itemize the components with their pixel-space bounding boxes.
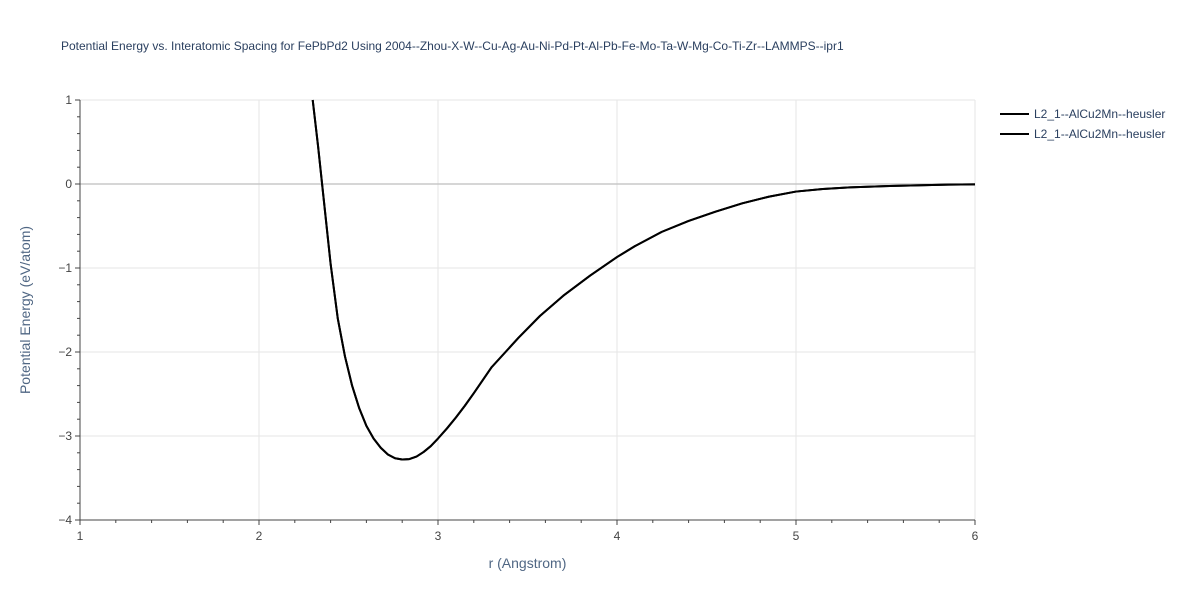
x-axis-title: r (Angstrom) [489, 555, 567, 571]
y-tick-label: 0 [65, 177, 72, 191]
axes [75, 99, 976, 525]
y-tick-label: −1 [58, 261, 72, 275]
y-tick-label: 1 [65, 93, 72, 107]
chart-title: Potential Energy vs. Interatomic Spacing… [61, 39, 844, 53]
legend-label: L2_1--AlCu2Mn--heusler [1034, 127, 1165, 141]
y-axis-title: Potential Energy (eV/atom) [17, 226, 33, 394]
x-tick-label: 6 [972, 529, 979, 543]
series-line-2 [311, 99, 975, 461]
y-tick-label: −2 [58, 345, 72, 359]
x-tick-label: 5 [793, 529, 800, 543]
legend-item-1[interactable]: L2_1--AlCu2Mn--heusler [1000, 107, 1165, 121]
x-tick-label: 4 [614, 529, 621, 543]
x-tick-label: 1 [77, 529, 84, 543]
legend-label: L2_1--AlCu2Mn--heusler [1034, 107, 1165, 121]
grid-lines [80, 99, 976, 520]
y-tick-label: −3 [58, 429, 72, 443]
x-tick-label: 2 [256, 529, 263, 543]
series-layer [311, 99, 975, 461]
y-tick-label: −4 [58, 513, 72, 527]
legend-item-2[interactable]: L2_1--AlCu2Mn--heusler [1000, 127, 1165, 141]
legend[interactable]: L2_1--AlCu2Mn--heusler L2_1--AlCu2Mn--heu… [1000, 107, 1165, 141]
x-tick-label: 3 [435, 529, 442, 543]
series-line-1 [311, 99, 975, 461]
y-axis-ticks: −4 −3 −2 −1 0 1 [58, 93, 72, 527]
x-axis-ticks: 1 2 3 4 5 6 [77, 529, 979, 543]
